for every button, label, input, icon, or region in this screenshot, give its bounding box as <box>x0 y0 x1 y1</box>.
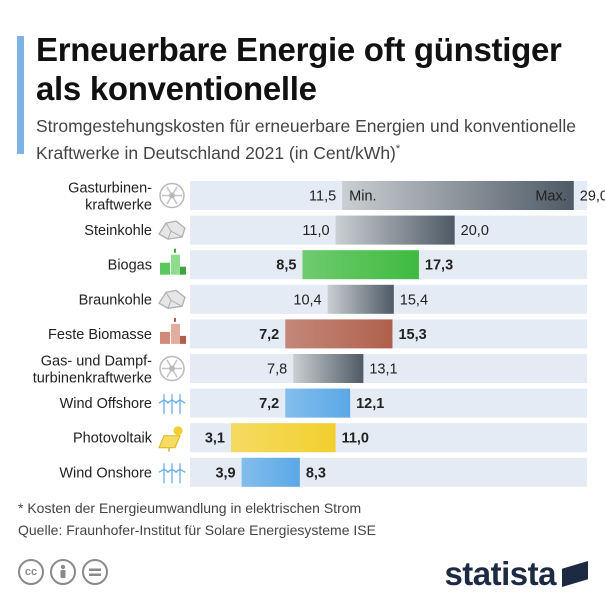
coal-icon <box>158 289 186 309</box>
max-value-label: 12,1 <box>356 396 384 412</box>
category-label-line: turbinenkraftwerke <box>33 371 152 387</box>
person-icon[interactable] <box>50 559 76 585</box>
wind-icon <box>158 394 186 415</box>
range-bar <box>342 181 574 210</box>
category-label: Photovoltaik <box>73 431 153 447</box>
category-label: Wind Onshore <box>59 465 152 481</box>
min-value-label: 11,0 <box>302 223 329 239</box>
wind-icon <box>158 463 186 484</box>
biogas-icon <box>160 248 186 275</box>
category-label-line: Gas- und Dampf- <box>41 354 152 370</box>
equals-icon[interactable] <box>82 559 108 585</box>
max-marker-label: Max. <box>535 189 566 205</box>
max-value-label: 17,3 <box>425 258 453 274</box>
range-bar <box>293 354 364 383</box>
range-bar <box>231 423 336 453</box>
subtitle-footnote-mark: * <box>395 143 401 155</box>
max-value-label: 13,1 <box>369 362 397 378</box>
max-value-label: 29,0 <box>580 189 605 205</box>
category-label: Steinkohle <box>84 223 152 239</box>
coal-icon <box>158 220 186 240</box>
license-icons: cc <box>18 559 108 585</box>
min-value-label: 3,1 <box>205 431 225 447</box>
brand-name: statista <box>444 555 556 592</box>
max-value-label: 11,0 <box>342 431 369 447</box>
min-value-label: 7,2 <box>259 327 279 343</box>
category-label: Wind Offshore <box>60 396 152 412</box>
turbine-icon <box>159 355 185 382</box>
source-text: Quelle: Fraunhofer-Institut für Solare E… <box>18 522 376 538</box>
range-bar <box>327 284 394 314</box>
footnote-text: * Kosten der Energieumwandlung in elektr… <box>18 500 362 516</box>
min-value-label: 10,4 <box>293 292 321 308</box>
footnote-block: * Kosten der Energieumwandlung in elektr… <box>18 497 376 541</box>
statista-mark-icon <box>562 561 588 587</box>
turbine-icon <box>159 182 185 209</box>
bar-track <box>190 354 587 383</box>
category-label-line: Gasturbinen- <box>68 181 152 197</box>
min-marker-label: Min. <box>349 189 376 205</box>
min-value-label: 3,9 <box>215 465 235 481</box>
category-label: Braunkohle <box>79 292 152 308</box>
max-value-label: 15,3 <box>398 327 426 343</box>
min-value-label: 7,8 <box>267 362 287 378</box>
range-bar <box>285 319 393 349</box>
category-label: Feste Biomasse <box>48 327 152 343</box>
max-value-label: 20,0 <box>461 223 489 239</box>
min-value-label: 11,5 <box>309 189 336 205</box>
bar-track <box>190 388 587 418</box>
solar-icon <box>158 426 183 452</box>
range-bar <box>241 457 300 487</box>
title-accent-bar <box>17 36 24 154</box>
chart-title: Erneuerbare Energie oft günstiger als ko… <box>36 31 562 107</box>
min-value-label: 7,2 <box>259 396 279 412</box>
range-bar <box>335 215 455 245</box>
subtitle-text: Stromgestehungskosten für erneuerbare En… <box>36 116 576 163</box>
range-bar <box>302 250 419 280</box>
max-value-label: 15,4 <box>400 292 428 308</box>
category-label-line: kraftwerke <box>85 198 152 214</box>
statista-logo[interactable]: statista <box>444 556 588 592</box>
range-bar <box>285 388 351 418</box>
category-label: Biogas <box>108 258 152 274</box>
chart-subtitle: Stromgestehungskosten für erneuerbare En… <box>36 115 601 165</box>
cc-icon[interactable]: cc <box>18 559 44 585</box>
min-value-label: 8,5 <box>276 258 296 274</box>
biomass-icon <box>160 317 186 344</box>
max-value-label: 8,3 <box>306 465 326 481</box>
